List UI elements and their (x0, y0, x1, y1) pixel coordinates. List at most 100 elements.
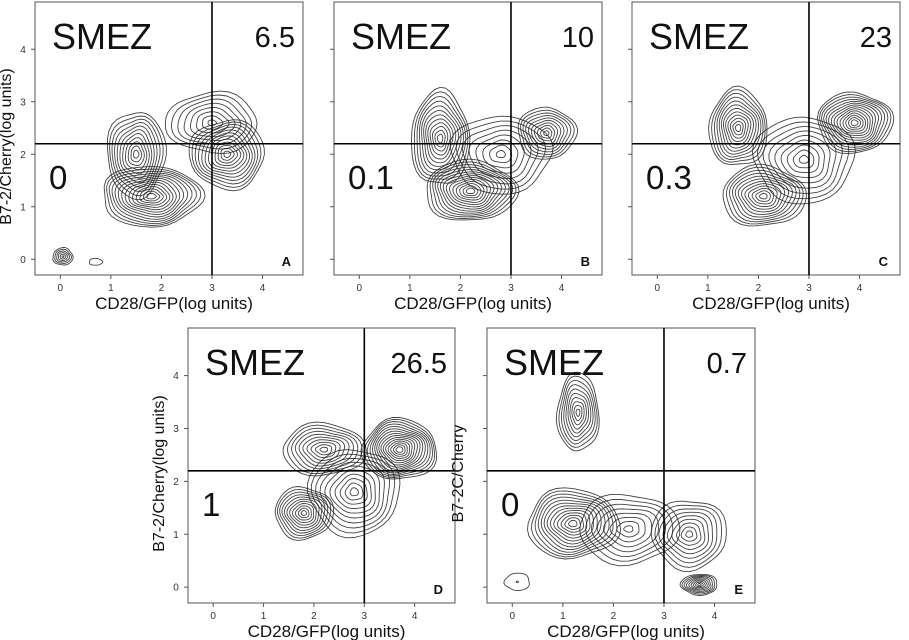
contour-line (819, 94, 892, 153)
contour-line (731, 172, 797, 221)
density-peak (188, 119, 265, 192)
contour-line (339, 478, 368, 505)
x-tick-label: 4 (412, 611, 418, 622)
contour-line (530, 119, 562, 147)
contour-line (716, 96, 762, 158)
x-tick-label: 4 (559, 283, 565, 294)
density-peak (106, 112, 167, 201)
contour-line (418, 100, 464, 174)
contour-line (207, 119, 217, 126)
condition-label: SMEZ (504, 342, 604, 383)
y-tick-label: 1 (20, 202, 26, 213)
contour-line (579, 493, 681, 567)
contour-line (442, 173, 499, 210)
contour-line (690, 579, 708, 590)
contour-line (850, 119, 859, 126)
y-tick-label: 4 (173, 371, 179, 382)
contour-line (413, 91, 469, 180)
contour-line (310, 441, 337, 459)
contour-line (748, 185, 778, 207)
contour-line (681, 575, 716, 595)
contour-line (114, 122, 158, 188)
panel-b: 0 1 2 3 4 CD28/GFP(log units) SMEZ 10 0.1 B (330, 1, 603, 313)
density-peak (555, 371, 600, 452)
x-tick-label: 2 (611, 611, 617, 622)
density-peak (52, 247, 74, 266)
contour-line (540, 499, 606, 551)
contour-line (563, 384, 594, 442)
x-tick-label: 3 (209, 283, 215, 294)
contour-line (527, 117, 565, 150)
contour-line (685, 530, 694, 538)
contour-line (385, 438, 413, 462)
condition-label: SMEZ (205, 342, 305, 383)
panel-letter: C (879, 254, 889, 269)
contour-line (291, 503, 315, 523)
density-peak (103, 166, 206, 228)
contour-line (360, 416, 437, 480)
quadrant-value-lower-left: 0 (49, 159, 67, 196)
contour-line (143, 190, 161, 202)
contour-line (380, 435, 418, 466)
contour-line (751, 116, 856, 205)
contour-line (124, 137, 148, 171)
density-peak (360, 416, 437, 480)
y-tick-label: 0 (20, 255, 26, 266)
contour-line (549, 507, 594, 542)
contour-line (720, 104, 757, 152)
y-tick-label: 1 (173, 530, 179, 541)
panel-letter: D (434, 582, 443, 597)
contour-line (755, 190, 771, 202)
contour-line (679, 574, 718, 596)
density-peak (282, 421, 367, 477)
contour-line (114, 174, 189, 220)
contour-line (527, 487, 622, 560)
x-tick-label: 3 (508, 283, 514, 294)
contour-line (378, 432, 421, 468)
contour-line (376, 430, 424, 470)
contour-line (475, 134, 525, 174)
contour-line (423, 109, 459, 167)
y-tick-label: 0 (173, 583, 179, 594)
x-tick-label: 2 (756, 283, 762, 294)
contour-line (759, 192, 768, 200)
contour-line (132, 183, 171, 208)
contour-line (737, 178, 790, 215)
contour-line (792, 149, 815, 169)
contour-line (88, 257, 104, 266)
contour-line (713, 92, 764, 160)
quadrant-value-upper-right: 23 (860, 22, 892, 54)
contour-line (734, 123, 742, 132)
contour-line (349, 487, 359, 497)
contour-line (725, 111, 752, 146)
contour-line (122, 133, 150, 175)
x-tick-label: 1 (108, 283, 114, 294)
plot-frame (631, 1, 901, 276)
quadrant-value-upper-right: 26.5 (391, 348, 447, 380)
contour-line (106, 168, 202, 226)
contour-line (201, 115, 224, 130)
quadrant-value-lower-left: 0.1 (348, 159, 394, 196)
quadrant-value-lower-left: 1 (202, 486, 220, 523)
contour-line (727, 114, 749, 142)
density-peak (722, 163, 807, 227)
contour-line (654, 504, 722, 568)
density-peak (650, 500, 727, 573)
contour-line (531, 490, 618, 558)
contour-line (560, 379, 596, 445)
contour-line (449, 115, 554, 195)
contour-line (828, 102, 879, 144)
contour-group (503, 371, 727, 596)
contour-line (220, 147, 235, 161)
contour-line (729, 117, 747, 139)
x-axis-label: CD28/GFP(log units) (95, 294, 253, 313)
contour-line (425, 114, 457, 164)
contour-line (833, 106, 874, 139)
contour-line (426, 158, 520, 221)
contour-line (329, 469, 376, 514)
contour-line (369, 423, 431, 475)
contour-line (204, 132, 250, 175)
contour-line (520, 109, 575, 158)
contour-line (650, 500, 727, 573)
density-peak (449, 115, 554, 195)
